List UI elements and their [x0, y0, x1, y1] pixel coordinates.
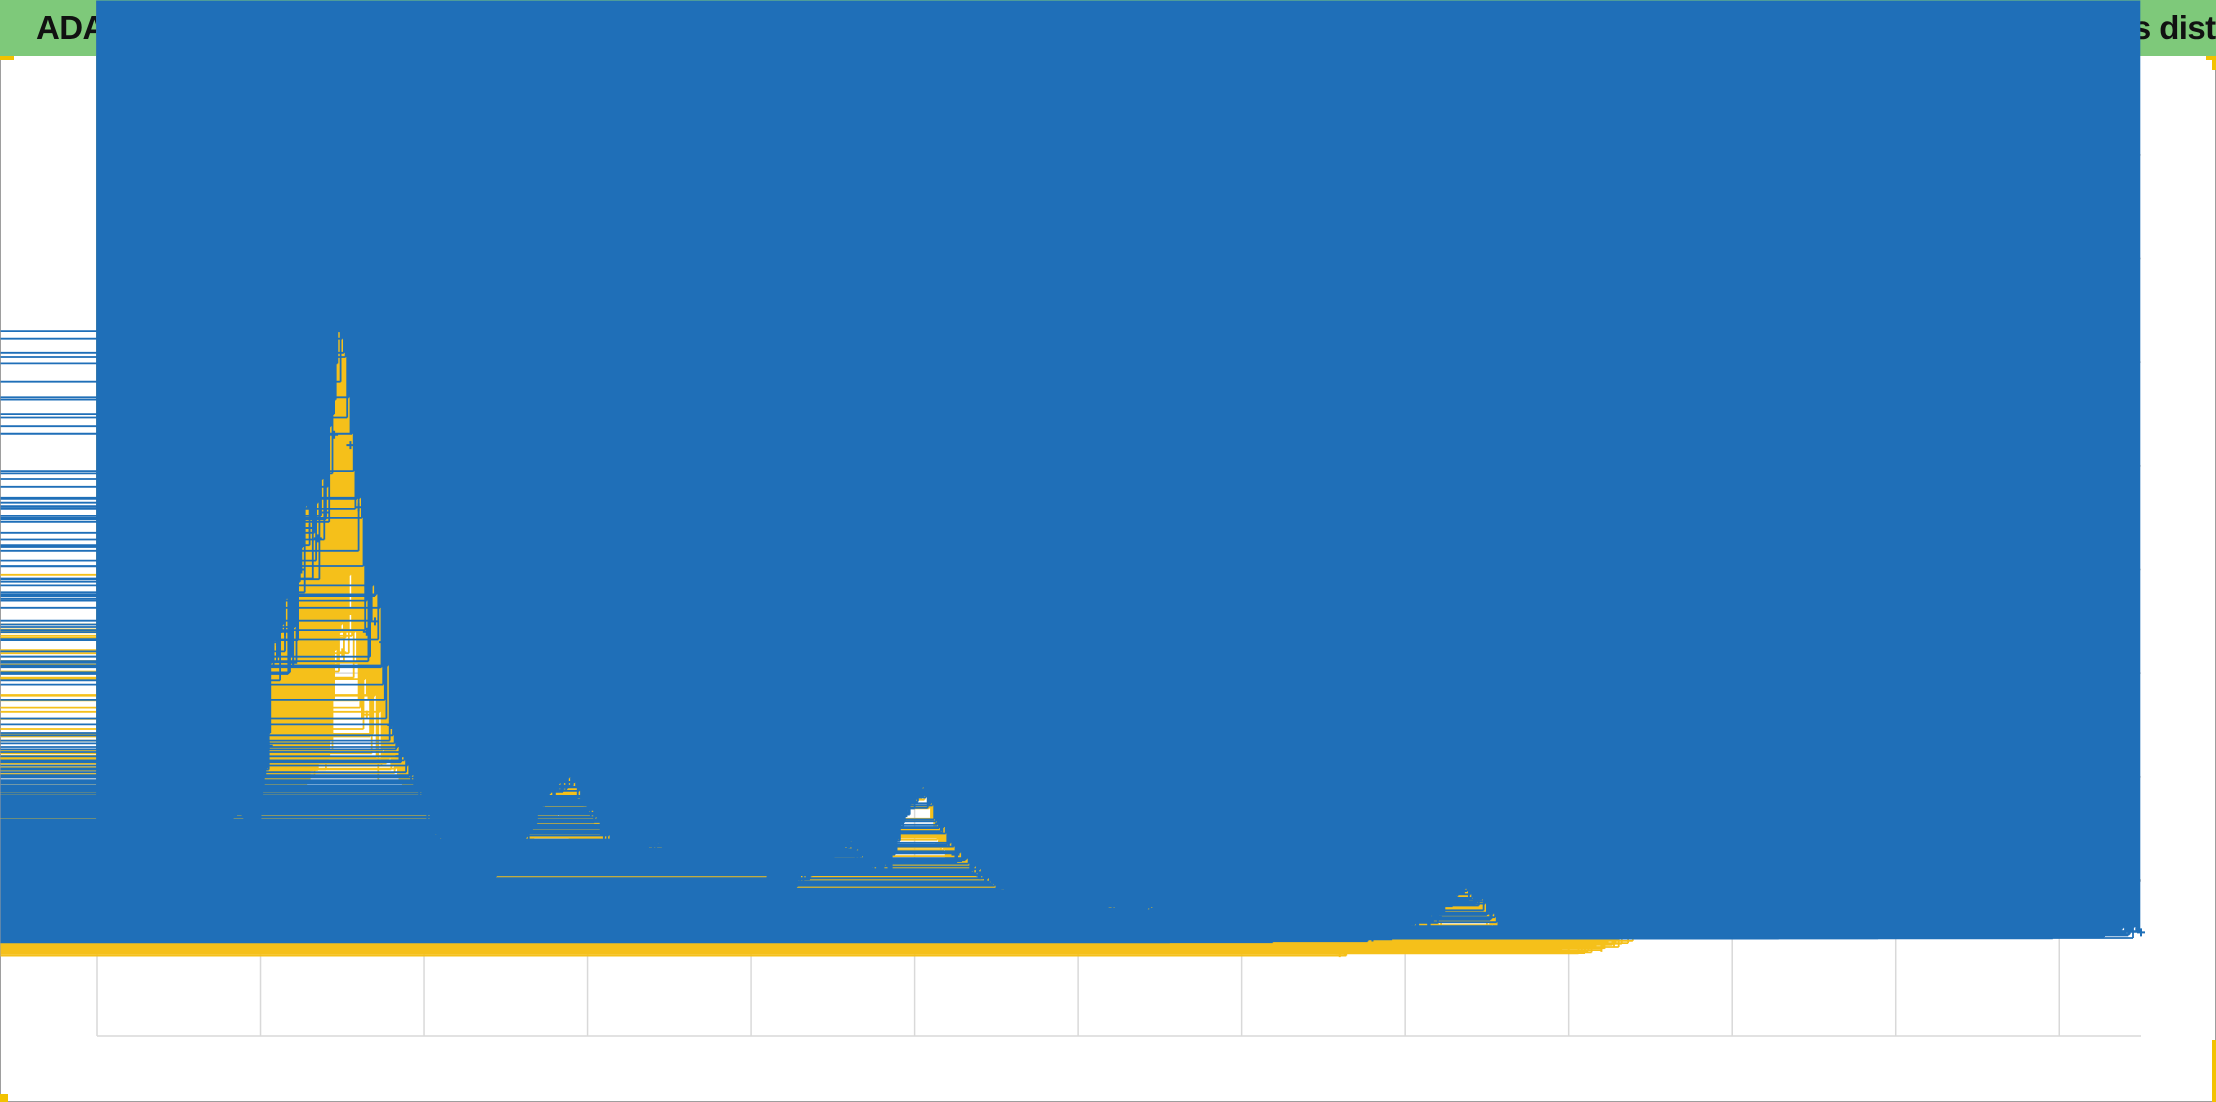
corner-marker-right-bottom	[2212, 1040, 2216, 1102]
series-0-cloud	[0, 0, 2141, 944]
corner-marker-right-top	[2212, 56, 2216, 70]
corner-marker-top-right	[2206, 56, 2216, 60]
series-0-markers	[0, 0, 2145, 944]
corner-marker-bottom-left	[0, 1094, 8, 1102]
series-0-point-18	[313, 534, 322, 543]
corner-marker-top-left	[0, 56, 14, 60]
series-0-point-20	[330, 430, 339, 439]
